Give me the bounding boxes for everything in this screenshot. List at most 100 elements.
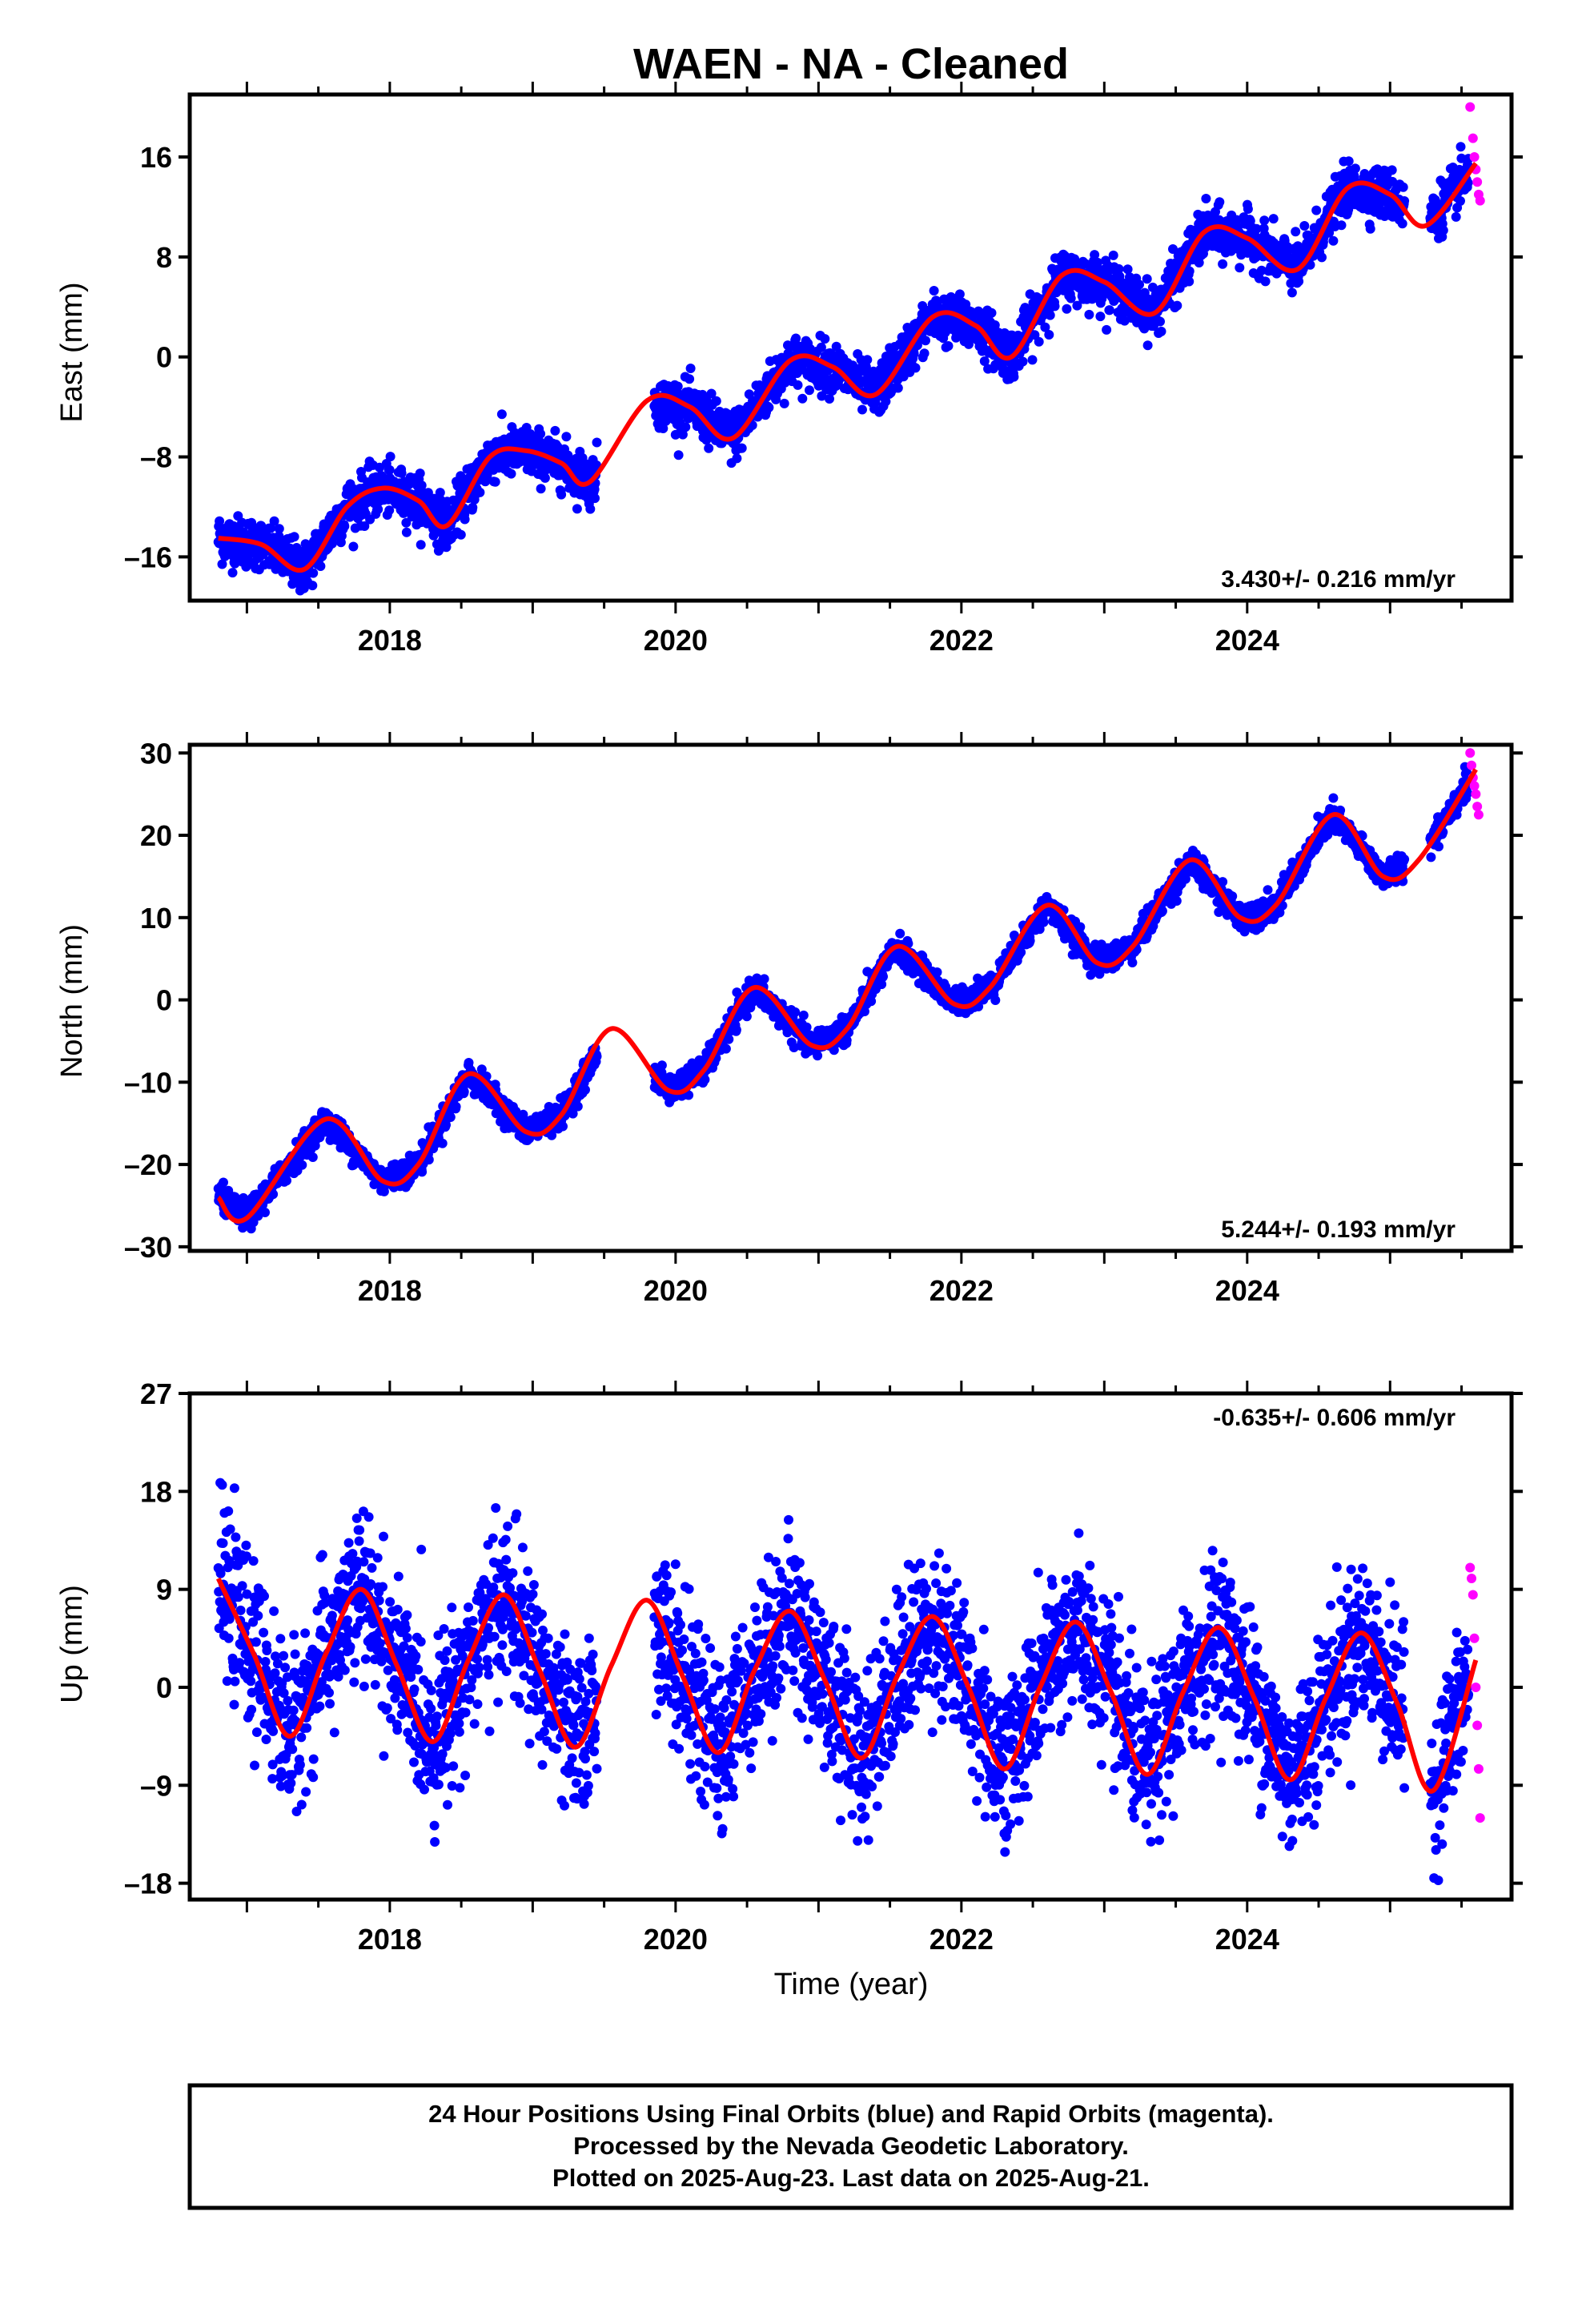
east-final-point	[1328, 235, 1339, 246]
north-final-point	[759, 974, 769, 984]
east-y-tick-label: –16	[124, 541, 172, 573]
east-y-tick-label: 16	[140, 141, 172, 174]
east-final-point	[732, 453, 742, 464]
east-x-tick-label: 2020	[644, 624, 708, 657]
north-final-point	[841, 1035, 852, 1045]
north-final-point	[424, 1155, 434, 1165]
north-final-point	[878, 971, 888, 982]
north-final-points	[213, 762, 1474, 1234]
east-final-point	[909, 348, 919, 359]
north-final-point	[307, 1152, 318, 1162]
east-final-point	[1251, 223, 1262, 234]
east-rapid-point	[1472, 177, 1483, 187]
north-final-point	[572, 1101, 583, 1112]
east-model-curve	[218, 161, 1478, 573]
east-final-point	[943, 341, 954, 351]
east-final-point	[456, 529, 466, 540]
east-final-point	[1095, 312, 1106, 322]
east-final-point	[1456, 153, 1467, 163]
east-final-point	[460, 514, 470, 525]
east-final-point	[1093, 257, 1102, 267]
east-final-point	[1050, 301, 1060, 312]
east-final-point	[1184, 266, 1195, 276]
east-final-point	[428, 530, 439, 541]
east-x-tick-label: 2018	[358, 624, 422, 657]
east-y-axis-label: East (mm)	[55, 282, 89, 422]
east-final-point	[820, 334, 830, 344]
east-final-point	[825, 394, 834, 404]
north-final-point	[684, 1090, 694, 1100]
east-final-point	[384, 464, 395, 475]
north-final-point	[798, 1010, 809, 1020]
east-final-point	[1142, 274, 1152, 284]
north-final-point	[268, 1189, 279, 1200]
east-final-point	[711, 396, 721, 406]
north-final-point	[859, 1007, 869, 1016]
north-final-point	[741, 1011, 752, 1022]
east-rate-label: 3.430+/- 0.216 mm/yr	[1221, 566, 1456, 593]
east-final-point	[677, 429, 688, 440]
east-final-point	[1104, 305, 1114, 316]
north-final-point	[721, 1043, 731, 1054]
east-final-point	[385, 452, 396, 462]
east-final-point	[217, 559, 227, 569]
north-final-point	[656, 1060, 667, 1071]
east-final-point	[1397, 219, 1407, 229]
east-final-point	[1155, 316, 1165, 327]
east-final-point	[561, 432, 572, 442]
east-final-point	[327, 538, 337, 549]
east-final-point	[1387, 176, 1398, 187]
east-final-point	[1218, 259, 1228, 269]
east-final-point	[401, 527, 412, 537]
east-final-point	[1122, 264, 1133, 275]
east-final-point	[348, 541, 359, 552]
north-final-point	[451, 1101, 461, 1112]
north-final-point	[558, 1121, 568, 1132]
east-final-point	[1456, 196, 1465, 206]
east-final-point	[227, 568, 238, 578]
east-final-point	[910, 363, 921, 373]
north-final-point	[219, 1177, 228, 1188]
east-final-point	[416, 540, 426, 550]
east-final-point	[1062, 304, 1072, 314]
east-final-point	[1201, 194, 1211, 203]
north-final-point	[877, 979, 887, 990]
east-final-point	[779, 398, 789, 408]
east-final-point	[592, 460, 601, 470]
east-final-point	[592, 437, 602, 448]
east-final-point	[1243, 204, 1253, 214]
north-panel: North (mm) 5.244+/- 0.193 mm/yr 3020100–…	[55, 732, 1523, 1307]
east-final-point	[793, 380, 803, 390]
east-final-point	[269, 516, 279, 526]
north-final-point	[568, 1108, 578, 1119]
north-final-point	[829, 1045, 839, 1055]
east-y-tick-label: 0	[156, 341, 172, 374]
east-final-point	[1034, 336, 1044, 347]
east-final-point	[1142, 340, 1153, 351]
east-rapid-point	[1468, 133, 1478, 143]
east-final-point	[1438, 225, 1448, 235]
north-final-point	[731, 1025, 741, 1035]
east-final-point	[1311, 205, 1322, 215]
north-final-point	[801, 1022, 812, 1032]
north-final-point	[813, 1051, 823, 1061]
east-final-point	[359, 521, 370, 531]
east-final-point	[585, 504, 596, 514]
east-final-point	[540, 472, 550, 483]
east-final-point	[496, 409, 507, 420]
east-final-point	[1259, 215, 1270, 226]
east-final-point	[1134, 279, 1144, 290]
east-final-point	[490, 476, 500, 487]
east-final-point	[1451, 211, 1461, 222]
east-final-point	[1215, 197, 1225, 207]
north-final-point	[417, 1167, 428, 1177]
east-final-point	[831, 341, 841, 352]
east-final-point	[1317, 252, 1327, 263]
east-final-point	[929, 286, 939, 296]
east-rapid-points	[1465, 102, 1485, 206]
east-x-tick-label: 2022	[930, 624, 994, 657]
east-final-point	[441, 542, 452, 553]
north-final-point	[580, 1084, 590, 1095]
east-final-point	[658, 424, 669, 433]
